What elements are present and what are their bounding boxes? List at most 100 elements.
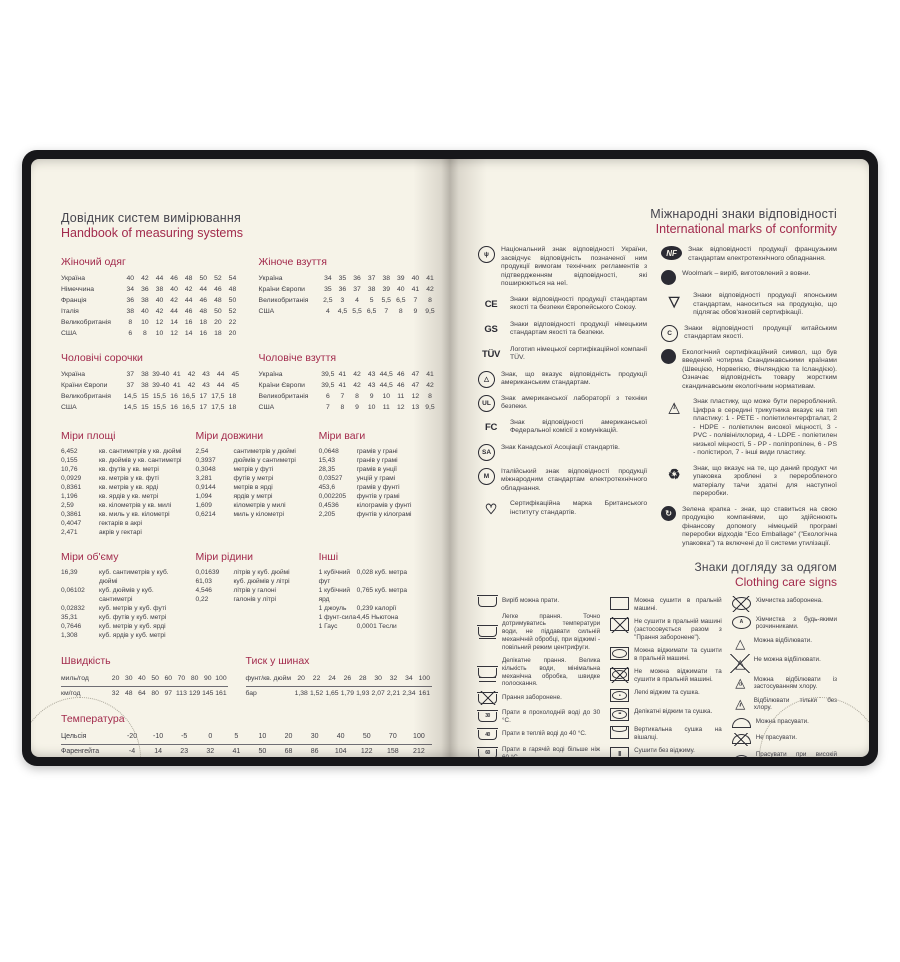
rate-value: 2,07: [371, 690, 385, 697]
drip-dry-icon: |||: [610, 747, 630, 757]
size-value: 17: [199, 404, 208, 411]
temperature-value: 212: [413, 748, 425, 755]
no-bleach-icon: [729, 653, 752, 673]
measure-unit-label: куб. сантиметрів у куб. дюймі: [99, 569, 169, 585]
size-table-row: США 7 8 9 10 11: [259, 402, 438, 413]
size-value: 9: [369, 393, 374, 400]
size-value: 48: [214, 297, 222, 304]
size-value: 44: [199, 286, 208, 293]
size-value: 7: [340, 393, 345, 400]
measure-value: 16,39: [61, 569, 78, 576]
tumble-dry-allowed-icon: [610, 597, 630, 610]
measure-unit-label: футів у метрі: [233, 475, 274, 482]
measure-unit-label: кв. метрів у кв. футі: [99, 475, 159, 482]
size-value: 9: [413, 308, 418, 315]
size-value: 17,5: [211, 404, 225, 411]
measure-row: 0,3861 кв. миль у кв. кілометрі: [61, 510, 183, 519]
measure-table: Міри площі 6,452 кв. сантиметрів у кв. д…: [61, 430, 183, 537]
measure-value: 1 кубічний фут: [318, 569, 351, 585]
measure-row: 0,002205 фунтів у грамі: [319, 492, 432, 501]
size-value: 39,5: [321, 371, 335, 378]
size-value: 45: [231, 371, 240, 378]
size-value: 45: [231, 382, 240, 389]
ce-mark-icon: CE: [484, 299, 498, 310]
rate-unit-label: фунт/кв. дюйм: [245, 675, 292, 682]
measure-table: Міри довжини 2,54 сантиметрів у дюймі 0,…: [195, 430, 306, 537]
conformity-mark-description: Woolmark – виріб, виготовлений з вовни.: [682, 270, 811, 277]
size-value: 15,5: [152, 404, 167, 411]
delicate-wash-icon: [477, 665, 498, 682]
measure-unit-label: фунтів у кілограмі: [356, 511, 412, 518]
measure-row: 1,196 кв. ярдів у кв. метрі: [61, 492, 183, 501]
country-label: Україна: [61, 371, 85, 378]
size-value: 42: [141, 275, 149, 282]
temperature-value: 68: [284, 748, 293, 755]
care-sign-description: Легке прання. Точно дотримуватись темпер…: [502, 612, 601, 651]
rate-row: км/год 32 48 64 80: [61, 687, 228, 701]
measure-value: 1 фунт-сила: [318, 614, 357, 621]
size-value: 43: [202, 382, 210, 389]
temperature-value: 0: [208, 733, 213, 740]
fcc-mark-icon: FC: [484, 422, 498, 433]
nf-mark-icon: NF: [661, 246, 683, 260]
notebook-pages: Довідник систем вимірювання Handbook of …: [31, 159, 869, 757]
measure-row: 0,0648 грамів у грані: [319, 447, 432, 456]
care-sign-item: 40 Прати в теплій воді до 40 °C.: [477, 728, 600, 741]
size-value: 8: [398, 308, 403, 315]
rate-value: 100: [215, 675, 227, 682]
measure-unit-label: літрів у галоні: [233, 587, 277, 594]
size-table-row: Україна 39,5 41 42 43 44,: [259, 369, 438, 380]
size-tables-grid: Жіночий одяг Україна 40 42 44: [61, 256, 435, 413]
size-value: 16: [170, 404, 178, 411]
size-value: 46: [170, 275, 178, 282]
country-label: Україна: [258, 371, 283, 378]
rate-value: 113: [176, 690, 187, 697]
size-value: 42: [187, 371, 196, 378]
size-value: 38: [126, 308, 135, 315]
measure-unit-label: грамів у фунті: [356, 484, 400, 491]
temperature-value: 20: [284, 733, 293, 740]
measure-row: 0,3937 дюймів у сантиметрі: [195, 456, 306, 465]
care-sign-item: •• Делікатні віджим та сушка.: [610, 707, 722, 721]
size-value: 38: [155, 286, 164, 293]
measure-value: 0,02832: [61, 605, 85, 612]
size-table-row: Великобританія 2,5 3 4 5: [259, 295, 438, 306]
measure-row: 6,452 кв. сантиметрів у кв. дюймі: [61, 447, 183, 456]
measure-value: 1,094: [195, 493, 212, 500]
care-signs-column-1: Виріб можна прати. Легке прання. Точно д…: [476, 595, 601, 757]
size-value: 42: [187, 382, 196, 389]
measure-unit-label: кв. кілометрів у кв. милі: [99, 502, 172, 509]
rate-value: 90: [204, 675, 212, 682]
care-sign-description: Прати в прохолодній воді до 30 °C.: [502, 709, 601, 724]
measure-table: Міри об'єму 16,39 куб. сантиметрів у куб…: [61, 551, 183, 640]
size-table-row: Україна 37 38 39-40 41 42: [61, 369, 243, 380]
care-sign-item: • Легкі віджим та сушка.: [610, 689, 722, 703]
measure-unit-label: літрів у куб. дюймі: [233, 569, 290, 576]
country-label: США: [61, 330, 77, 337]
size-value: 39,5: [321, 382, 335, 389]
size-value: 13: [411, 404, 420, 411]
size-value: 10: [141, 319, 149, 326]
country-label: Великобританія: [258, 393, 309, 400]
care-sign-item: Не можна відбілювати.: [729, 653, 837, 673]
size-value: 39: [382, 286, 390, 293]
rate-row: бар 1,38 1,52 1,65 1,79: [246, 687, 433, 701]
conformity-mark-description: Знак відповідності продукції французьким…: [688, 246, 837, 262]
rate-rows: фунт/кв. дюйм 20 22 24 26: [245, 672, 433, 701]
size-value: 18: [214, 330, 222, 337]
care-sign-item: ||| Сушити без віджиму.: [610, 747, 722, 757]
size-value: 39: [397, 275, 405, 282]
size-value: 48: [228, 286, 237, 293]
measure-row: 1 фунт-сила 4,45 Ньютона: [319, 613, 432, 622]
conformity-mark-description: Знаки відповідності продукції японським …: [693, 292, 837, 316]
care-sign-item: Cl Можна відбілювати із застосуванням хл…: [732, 676, 837, 692]
delicate-spin-dry-icon: ••: [610, 707, 630, 721]
measure-unit-label: кв. ярдів у кв. метрі: [99, 493, 159, 500]
size-value: 16,5: [182, 393, 196, 400]
temperature-value: 104: [334, 748, 347, 755]
size-table-row: Країни Європи 37 38 39-40 41: [61, 380, 243, 391]
size-value: 40: [155, 297, 164, 304]
conformity-mark-description: Знак, що вказує на те, що даний продукт …: [693, 464, 837, 498]
measure-row: 1 Гаус 0,0001 Тесли: [319, 622, 432, 631]
conformity-mark-description: Знаки відповідності продукції німецьким …: [510, 320, 648, 337]
